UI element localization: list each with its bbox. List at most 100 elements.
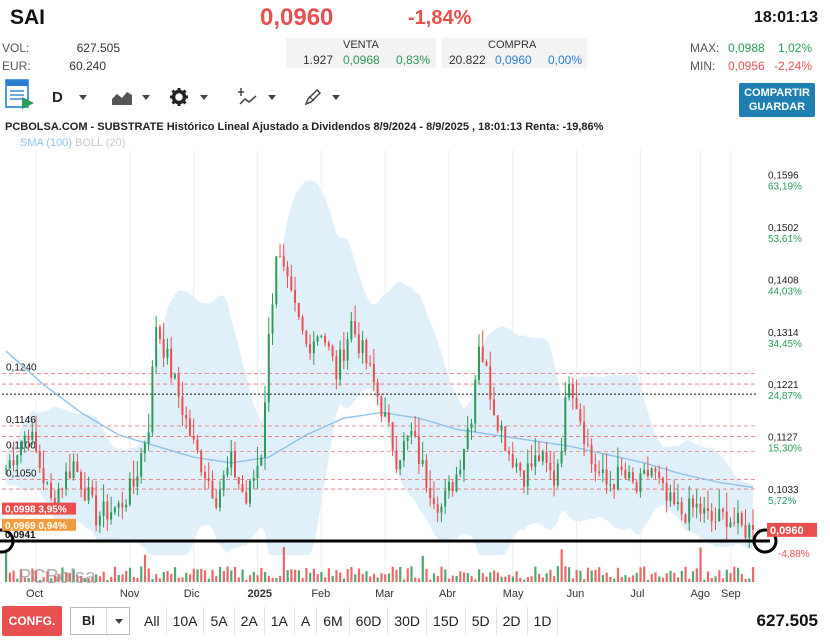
volume-bar [241,569,244,582]
legend-sma[interactable]: SMA (100) [20,137,72,149]
volume-bar [579,570,582,582]
candle-body [680,502,683,515]
volume-bar [91,577,94,582]
range-15d[interactable]: 15D [427,607,466,635]
candle-body [91,487,94,496]
range-a[interactable]: A [295,607,318,635]
chevron-down-icon [142,94,150,100]
volume-bar [354,574,357,582]
candle-body [218,490,221,508]
range-1d[interactable]: 1D [528,607,559,635]
right-handle-icon[interactable] [752,528,778,554]
candle-body [282,256,285,267]
volume-bar [661,577,665,582]
candle-body [658,471,661,478]
candle-body [624,469,627,479]
volume-bar [669,570,672,582]
x-axis-label: Nov [120,588,140,600]
x-axis-label: Sep [721,588,741,600]
volume-bar [121,574,124,582]
settings-selector[interactable] [170,85,208,109]
volume-bar [654,572,657,582]
data-sheet-icon[interactable] [4,79,36,109]
volume-bar [740,573,743,582]
volume-bar [387,573,391,582]
candle-body [485,361,488,367]
volume-bar [53,575,56,582]
candle-body [432,498,435,505]
volume-bar [459,571,462,582]
drawing-selector[interactable] [304,85,340,109]
range-2d[interactable]: 2D [497,607,528,635]
candle-body [474,379,477,424]
x-axis-label: Abr [439,588,456,600]
compra-box [442,38,587,68]
range-5d[interactable]: 5D [466,607,497,635]
volume-bar [226,566,229,582]
change-percent: -1,84% [408,7,472,29]
candle-body [489,366,492,400]
candle-body [294,290,297,303]
period-selector[interactable]: D [52,85,87,109]
candle-body [665,483,668,501]
volume-bar [271,577,274,582]
range-30d[interactable]: 30D [388,607,428,635]
volume-bar [185,572,188,582]
config-button[interactable]: CONFG. [2,606,62,636]
volume-bar [639,567,642,582]
candle-body [414,430,417,437]
last-price: 0,0960 [260,4,334,31]
y-tick-pct: 34,45% [768,339,802,350]
range-6m[interactable]: 6M [317,607,350,635]
candle-body [117,503,120,508]
share-save-button[interactable]: COMPARTIR GUARDAR [739,83,815,117]
volume-bar [421,555,424,582]
volume-bar [196,569,199,582]
candle-body [339,349,342,380]
volume-bar [706,571,710,582]
range-1a[interactable]: 1A [265,607,295,635]
candle-body [155,326,158,367]
volume-bar [320,572,323,582]
candle-body [121,503,124,508]
volume-bar [526,577,529,582]
range-5a[interactable]: 5A [204,607,235,635]
chart-mode-select[interactable]: Bl [70,607,130,635]
range-60d[interactable]: 60D [350,607,389,635]
volume-bar [35,570,38,582]
range-all[interactable]: All [138,607,167,635]
volume-bar [297,570,300,582]
candle-body [80,471,83,489]
volume-bar [61,567,64,582]
indicators-selector[interactable] [238,85,276,109]
volume-bar [485,576,488,582]
volume-bar [151,579,154,582]
volume-bar [556,566,560,582]
volume-bar [489,572,492,582]
candle-body [331,346,334,357]
range-10a[interactable]: 10A [167,607,205,635]
chevron-down-icon [268,94,276,100]
legend-boll[interactable]: BOLL (20) [75,137,126,149]
range-2a[interactable]: 2A [235,607,265,635]
volume-bar [335,570,338,582]
volume-bar [436,575,439,582]
volume-bar [12,570,15,582]
candle-body [46,482,49,484]
left-price-tag: 0,0998 3,95% [5,505,67,516]
candle-body [429,487,432,499]
y-tick-price: 0,1596 [768,171,799,182]
price-chart[interactable]: Oct Nov Dic 2025 Feb Mar Abr May Jun Jul Ago Sep 0,1… [0,150,830,602]
volume-bar [402,579,406,582]
candle-body [417,436,420,465]
volume-bar [80,575,83,582]
min-label: MIN: [690,59,716,73]
volume-bar [673,572,676,582]
volume-bar [102,571,105,582]
candle-body [35,431,38,452]
volume-bar [650,574,653,582]
candle-body [76,461,79,472]
volume-bar [87,578,90,582]
candle-body [241,483,244,493]
chart-type-selector[interactable] [112,85,150,109]
